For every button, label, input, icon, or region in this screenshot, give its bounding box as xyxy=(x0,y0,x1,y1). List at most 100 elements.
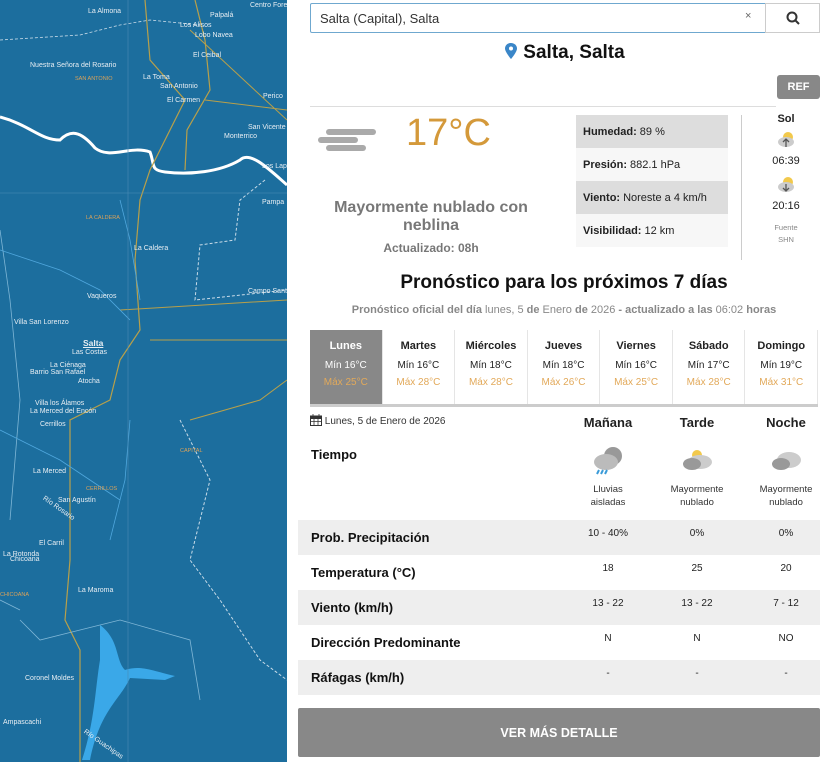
day-max: Máx 31°C xyxy=(759,377,804,388)
row-value: 10 - 40% xyxy=(587,528,629,539)
detail-value: 12 km xyxy=(644,224,675,237)
day-tab-lunes[interactable]: Lunes Mín 16°C Máx 25°C xyxy=(310,330,383,404)
row-value: N xyxy=(693,633,701,644)
day-max: Máx 26°C xyxy=(541,377,586,388)
map-label: Vaqueros xyxy=(87,293,117,300)
map-label: Nuestra Señora del Rosario xyxy=(30,62,117,69)
day-tab-miércoles[interactable]: Miércoles Mín 18°C Máx 28°C xyxy=(455,330,528,404)
row-label: Temperatura (°C) xyxy=(311,565,416,580)
search-input[interactable] xyxy=(310,3,766,33)
day-min: Mín 16°C xyxy=(615,360,657,371)
row-value: - xyxy=(606,668,610,679)
date-text: Lunes, 5 de Enero de 2026 xyxy=(324,416,446,427)
day-tab-martes[interactable]: Martes Mín 16°C Máx 28°C xyxy=(383,330,456,404)
more-details-button[interactable]: VER MÁS DETALLE xyxy=(298,708,820,757)
divider xyxy=(310,106,776,107)
day-name: Viernes xyxy=(616,340,656,352)
map-label: Lobo Navea xyxy=(195,32,233,39)
day-max: Máx 28°C xyxy=(468,377,513,388)
sunrise-icon xyxy=(778,132,794,147)
row-value: 13 - 22 xyxy=(592,598,624,609)
map-label: Pampa xyxy=(262,199,285,206)
map-label: Ampascachi xyxy=(3,719,42,726)
tiempo-label: Tiempo xyxy=(311,447,357,462)
source-name: SHN xyxy=(778,235,794,244)
detail-label: Humedad: xyxy=(583,125,637,138)
map-label: Las Costas xyxy=(72,349,108,356)
row-label: Ráfagas (km/h) xyxy=(311,670,405,685)
weather-text: Mayormente nublado xyxy=(652,483,742,509)
divider xyxy=(741,115,742,260)
row-value: 0% xyxy=(689,528,705,539)
day-tab-jueves[interactable]: Jueves Mín 18°C Máx 26°C xyxy=(528,330,601,404)
row-value: 25 xyxy=(691,563,703,574)
map-label: La Merced xyxy=(33,468,67,475)
day-min: Mín 16°C xyxy=(324,360,367,371)
day-min: Mín 18°C xyxy=(470,360,512,371)
map-lines xyxy=(0,0,287,762)
calendar-icon xyxy=(310,414,322,426)
map-label: Coronel Moldes xyxy=(25,675,75,682)
forecast-row: Dirección Predominante N N NO xyxy=(298,625,820,660)
sub-part: 06:02 xyxy=(715,304,744,316)
day-tab-sábado[interactable]: Sábado Mín 17°C Máx 28°C xyxy=(673,330,746,404)
map-label: San Antonio xyxy=(160,83,198,90)
map-label: Barrio San Rafael xyxy=(30,369,86,376)
row-value: - xyxy=(695,668,699,679)
period-1: Tarde xyxy=(679,415,715,430)
map-label: Centro Forestal xyxy=(250,2,287,9)
weather-text-line: nublado xyxy=(769,497,803,508)
weather-text-line: Mayormente xyxy=(670,484,724,495)
map-label: La Rotonda xyxy=(3,551,40,558)
sunset-icon xyxy=(778,177,794,192)
sub-part: 2026 xyxy=(590,304,616,316)
detail-value: 89 % xyxy=(639,125,665,138)
row-label: Viento (km/h) xyxy=(311,600,394,615)
map-label: Atocha xyxy=(78,378,100,385)
clear-search-button[interactable]: × xyxy=(745,10,752,22)
map[interactable]: La Almona Los Alisos Lobo Navea Palpalá Cent… xyxy=(0,0,287,762)
map-label: La Almona xyxy=(88,8,122,15)
weather-text-line: Mayormente xyxy=(759,484,813,495)
map-label: San Vicente xyxy=(248,124,286,131)
row-value: N xyxy=(604,633,612,644)
sun-title: Sol xyxy=(777,113,795,125)
map-label: La Caldera xyxy=(134,245,169,252)
day-max: Máx 25°C xyxy=(614,377,659,388)
map-label: San Agustín xyxy=(58,497,96,504)
detail-label: Viento: xyxy=(583,191,621,204)
map-label: CERRILLOS xyxy=(86,486,118,492)
row-label: Dirección Predominante xyxy=(311,635,461,650)
updated-time: Actualizado: 08h xyxy=(383,241,479,255)
map-label: Los Lapachos xyxy=(262,163,287,170)
day-name: Sábado xyxy=(688,340,729,352)
forecast-date: Lunes, 5 de Enero de 2026 xyxy=(310,414,445,427)
day-name: Martes xyxy=(400,340,437,352)
day-min: Mín 16°C xyxy=(397,360,440,371)
sunset-time: 20:16 xyxy=(772,200,800,212)
detail-row: Visibilidad: 12 km xyxy=(576,214,728,247)
current-temperature: 17°C xyxy=(406,112,491,154)
sub-part: horas xyxy=(746,304,777,316)
day-min: Mín 19°C xyxy=(760,360,803,371)
day-tab-viernes[interactable]: Viernes Mín 16°C Máx 25°C xyxy=(600,330,673,404)
detail-label: Visibilidad: xyxy=(583,224,642,237)
map-label: La Maroma xyxy=(78,587,114,594)
rain-cloud-icon xyxy=(594,447,622,475)
row-value: 13 - 22 xyxy=(681,598,713,609)
search-button[interactable] xyxy=(765,3,820,33)
detail-label: Presión: xyxy=(583,158,628,171)
row-value: - xyxy=(784,668,788,679)
sub-part: lunes, 5 xyxy=(485,304,524,316)
day-tab-domingo[interactable]: Domingo Mín 19°C Máx 31°C xyxy=(745,330,819,404)
forecast-title: Pronóstico para los próximos 7 días xyxy=(400,272,728,293)
forecast-row: Viento (km/h) 13 - 22 13 - 22 7 - 12 xyxy=(298,590,820,625)
detail-row: Viento: Noreste a 4 km/h xyxy=(576,181,728,214)
partly-cloudy-icon xyxy=(683,450,712,470)
map-label: Chicoana xyxy=(10,556,40,563)
period-2: Noche xyxy=(766,415,806,430)
weather-text-line: nublado xyxy=(680,497,714,508)
ref-button[interactable]: REF xyxy=(777,75,820,99)
map-label: Villa San Lorenzo xyxy=(14,319,69,326)
sub-part: de xyxy=(574,304,588,316)
